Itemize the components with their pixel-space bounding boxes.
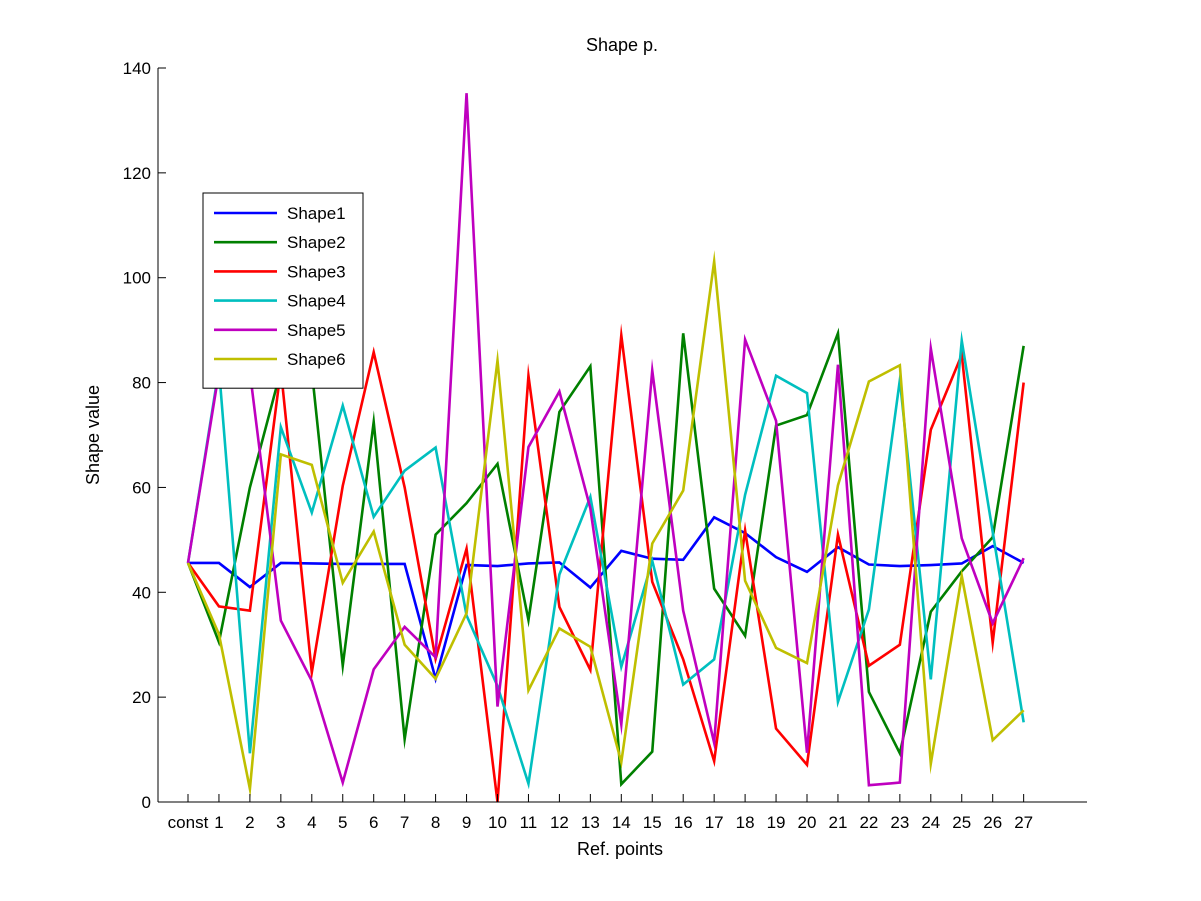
y-tick-label: 0: [142, 793, 151, 812]
x-tick-label: 11: [520, 813, 538, 832]
y-tick-label: 100: [123, 269, 151, 288]
x-tick-label: 2: [245, 813, 254, 832]
x-tick-label: 5: [338, 813, 347, 832]
x-tick-label: 21: [828, 813, 847, 832]
series-line-shape3: [186, 323, 1025, 803]
y-tick-label: 120: [123, 164, 151, 183]
x-tick-label: 25: [952, 813, 971, 832]
y-tick-label: 80: [132, 374, 151, 393]
x-tick-label: 9: [462, 813, 471, 832]
chart-title: Shape p.: [586, 35, 658, 55]
x-tick-label: 27: [1014, 813, 1033, 832]
legend-label-shape1: Shape1: [287, 204, 346, 223]
x-tick-label: 7: [400, 813, 409, 832]
x-tick-label: 15: [643, 813, 662, 832]
legend-label-shape6: Shape6: [287, 350, 346, 369]
x-tick-label: 1: [214, 813, 223, 832]
x-tick-label: 24: [921, 813, 940, 832]
y-tick-label: 40: [132, 583, 151, 602]
x-tick-label: 3: [276, 813, 285, 832]
x-tick-label: const: [168, 813, 209, 832]
x-tick-label: 22: [859, 813, 878, 832]
x-tick-label: 23: [890, 813, 909, 832]
x-tick-label: 26: [983, 813, 1002, 832]
x-axis-title: Ref. points: [577, 839, 663, 859]
legend-label-shape2: Shape2: [287, 233, 346, 252]
plot-lines: [186, 93, 1025, 803]
x-tick-label: 8: [431, 813, 440, 832]
series-line-shape5: [186, 93, 1025, 788]
y-tick-label: 140: [123, 59, 151, 78]
x-tick-label: 19: [767, 813, 786, 832]
x-tick-label: 12: [550, 813, 569, 832]
legend: Shape1 Shape2 Shape3 Shape4 Shape5 Shape6: [202, 192, 364, 389]
x-tick-label: 14: [612, 813, 631, 832]
legend-box: [202, 192, 364, 389]
x-tick-label: 13: [581, 813, 600, 832]
x-tick-label: 18: [736, 813, 755, 832]
series-line-shape6: [186, 250, 1025, 798]
series-line-shape4: [186, 330, 1025, 790]
legend-label-shape4: Shape4: [287, 292, 346, 311]
x-tick-label: 4: [307, 813, 316, 832]
legend-label-shape3: Shape3: [287, 262, 346, 281]
x-tick-label: 17: [705, 813, 724, 832]
x-tick-label: 6: [369, 813, 378, 832]
x-tick-label: 20: [798, 813, 817, 832]
y-tick-label: 20: [132, 688, 151, 707]
x-tick-label: 16: [674, 813, 693, 832]
legend-label-shape5: Shape5: [287, 321, 346, 340]
x-tick-label: 10: [488, 813, 507, 832]
y-axis-title: Shape value: [83, 385, 103, 485]
y-tick-label: 60: [132, 478, 151, 497]
